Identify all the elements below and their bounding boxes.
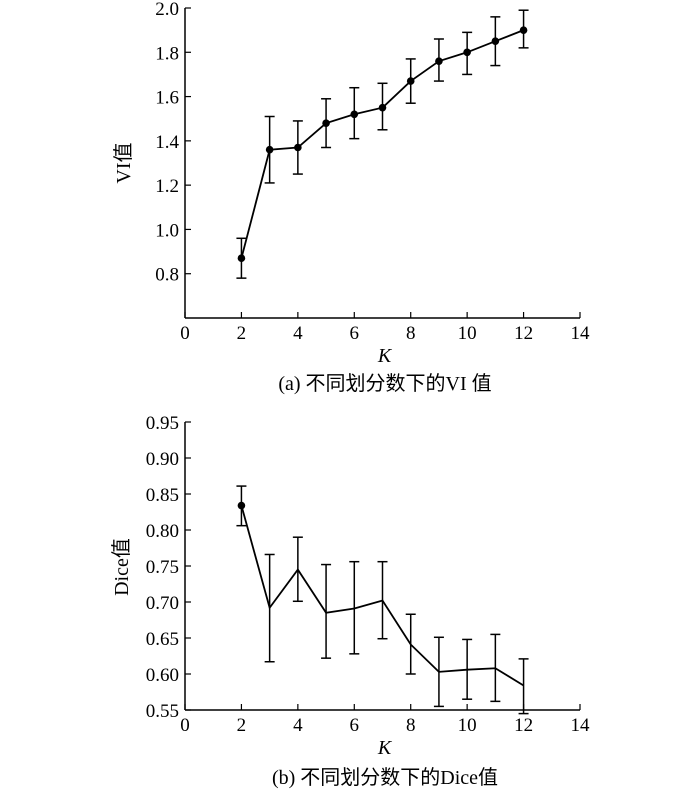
- panel-a-data-point: [294, 143, 302, 152]
- panel-a-data-point: [519, 26, 528, 34]
- panel-b-y-tick-label: 0.80: [146, 521, 179, 542]
- panel-a-y-tick-label: 2.0: [155, 0, 179, 20]
- panel-a-vi-chart: 0 2 4 6 8 10 12 14 0.8 1.0 1.2 1.4 1.6 1.8 2.0 K VI值 (a) …: [112, 0, 590, 395]
- panel-a-data-point: [265, 145, 274, 154]
- panel-b-x-axis-title: K: [377, 737, 393, 759]
- panel-a-data-point: [406, 77, 415, 85]
- panel-b-data-point: [237, 501, 246, 510]
- panel-b-y-tick-label: 0.65: [146, 629, 179, 650]
- panel-b-y-tick-label: 0.55: [146, 701, 179, 722]
- panel-b-x-tick-label: 0: [180, 715, 190, 736]
- panel-b-x-tick-label: 12: [514, 715, 533, 736]
- panel-a-x-tick-label: 4: [293, 323, 303, 344]
- panel-b-y-tick-label: 0.70: [146, 593, 179, 614]
- panel-a-data-point: [322, 119, 330, 127]
- panel-a-x-tick-label: 8: [406, 323, 416, 344]
- panel-a-y-tick-label: 1.6: [155, 88, 179, 109]
- panel-a-x-tick-label: 10: [458, 323, 477, 344]
- panel-a-data-point: [491, 37, 500, 46]
- panel-b-series-line: [240, 505, 525, 687]
- panel-b-caption: (b) 不同划分数下的Dice值: [272, 766, 498, 789]
- panel-a-x-tick-label: 0: [180, 323, 190, 344]
- panel-a-y-tick-label: 0.8: [155, 265, 179, 286]
- panel-a-x-tick-label: 14: [571, 323, 591, 344]
- panel-a-data-point: [463, 48, 471, 57]
- panel-a-y-tick-label: 1.0: [155, 220, 179, 241]
- panel-a-x-tick-label: 12: [514, 323, 533, 344]
- panel-b-y-tick-label: 0.90: [146, 449, 179, 470]
- panel-b-x-tick-label: 4: [293, 715, 303, 736]
- panel-a-data-point: [378, 103, 387, 112]
- panel-a-data-point: [237, 254, 246, 263]
- panel-a-data-point: [435, 57, 443, 65]
- panel-a-x-axis-title: K: [377, 345, 393, 367]
- panel-a-y-tick-label: 1.2: [155, 176, 179, 197]
- panel-a-y-tick-label: 1.8: [155, 43, 179, 64]
- panel-b-y-tick-label: 0.60: [146, 665, 179, 686]
- panel-a-series-line: [240, 29, 524, 259]
- panel-b-y-tick-label: 0.75: [146, 557, 179, 578]
- panel-b-y-axis-title: Dice值: [110, 538, 133, 596]
- panel-a-x-tick-label: 6: [350, 323, 360, 344]
- panel-b-x-tick-label: 8: [406, 715, 416, 736]
- panel-a-x-tick-label: 2: [237, 323, 247, 344]
- panel-b-y-tick-label: 0.85: [146, 485, 179, 506]
- panel-b-x-tick-label: 10: [458, 715, 477, 736]
- panel-a-y-axis-title: VI值: [112, 142, 135, 183]
- panel-b-x-tick-label: 6: [350, 715, 360, 736]
- panel-b-dice-chart: 0 2 4 6 8 10 12 14 0.55 0.60 0.65 0.70 0.75 0.80 0.85 0…: [110, 413, 590, 789]
- panel-a-caption: (a) 不同划分数下的VI 值: [278, 372, 491, 395]
- panel-b-x-tick-label: 2: [237, 715, 247, 736]
- panel-b-y-tick-label: 0.95: [146, 413, 179, 434]
- panel-a-y-tick-label: 1.4: [155, 132, 179, 153]
- panel-b-x-tick-label: 14: [571, 715, 591, 736]
- panel-a-data-point: [350, 110, 359, 119]
